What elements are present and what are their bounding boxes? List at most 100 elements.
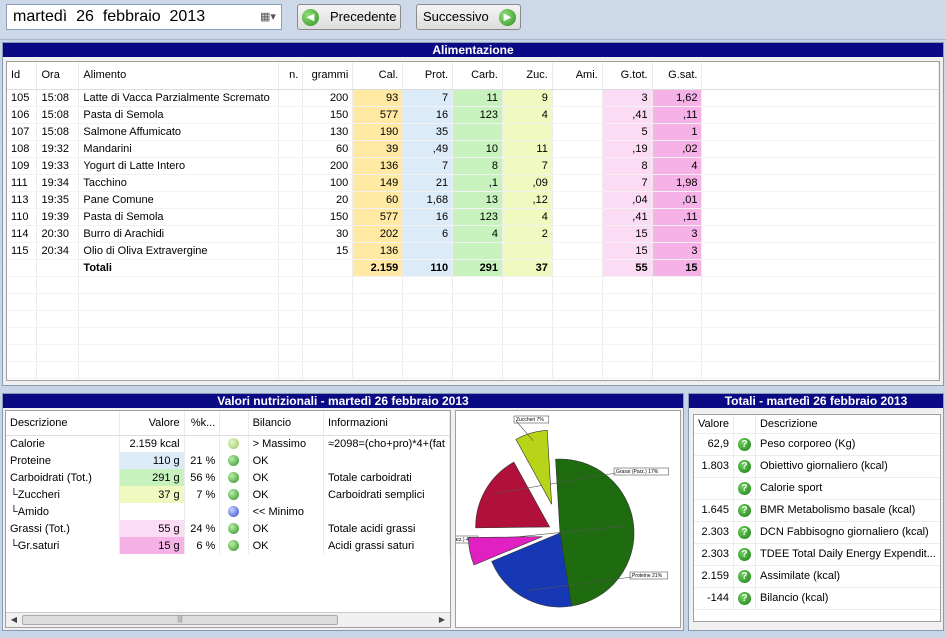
empty-cell xyxy=(452,344,503,362)
table-row[interactable]: 2.303? DCN Fabbisogno giornaliero (kcal) xyxy=(694,521,940,544)
cell-n xyxy=(278,123,304,141)
col-header-valore[interactable]: Valore xyxy=(119,411,185,436)
table-row[interactable]: Calorie 2.159 kcal > Massimo ≈2098=(cho+pro… xyxy=(6,435,450,452)
table-row[interactable]: 2.159? Assimilate (kcal) xyxy=(694,565,940,588)
previous-button[interactable]: ◀ Precedente xyxy=(297,4,401,30)
table-row[interactable]: 115 20:34 Olio di Oliva Extravergine 15 136 1… xyxy=(7,242,939,260)
cell-alimento: Mandarini xyxy=(78,140,280,158)
cell-pct: 6 % xyxy=(184,537,221,554)
col-header-alimento[interactable]: Alimento xyxy=(78,62,280,90)
scroll-left-icon[interactable]: ◀ xyxy=(10,615,18,624)
empty-cell xyxy=(602,293,653,311)
table-row[interactable]: 1.803? Obiettivo giornaliero (kcal) xyxy=(694,455,940,478)
cell-ora: 15:08 xyxy=(36,89,80,107)
table-row[interactable]: 105 15:08 Latte di Vacca Parzialmente Scre… xyxy=(7,89,939,107)
green-question-icon[interactable]: ? xyxy=(737,459,751,473)
col-header-status[interactable] xyxy=(219,411,249,436)
table-row[interactable]: Carboidrati (Tot.) 291 g 56 % OK Totale carb… xyxy=(6,469,450,486)
cell-gtot: ,41 xyxy=(602,106,653,124)
col-header-icon[interactable] xyxy=(733,415,756,434)
empty-cell xyxy=(7,293,38,311)
col-header-bilancio[interactable]: Bilancio xyxy=(248,411,324,436)
green-question-icon[interactable]: ? xyxy=(737,437,751,451)
alimentazione-grid[interactable]: Id Ora Alimento n. grammi Cal. Prot. Carb. Zuc. A… xyxy=(6,61,940,381)
col-header-descrizione[interactable]: Descrizione xyxy=(755,415,940,434)
cell-valore: 2.159 kcal xyxy=(119,435,185,452)
calendar-dropdown-icon[interactable]: ▦▾ xyxy=(260,11,276,23)
table-row[interactable]: 2.303? TDEE Total Daily Energy Expendit..… xyxy=(694,543,940,566)
empty-cell xyxy=(352,344,404,362)
totali-grid[interactable]: Valore Descrizione 62,9? Peso corporeo (Kg… xyxy=(693,414,941,622)
cell-n xyxy=(278,242,304,260)
cell-valore: 2.303 xyxy=(694,521,734,544)
table-row[interactable]: 62,9? Peso corporeo (Kg) xyxy=(694,433,940,456)
table-row[interactable]: 107 15:08 Salmone Affumicato 130 190 35 5 1 xyxy=(7,123,939,141)
empty-cell xyxy=(552,361,603,379)
empty-cell xyxy=(552,310,603,328)
col-header-id[interactable]: Id xyxy=(7,62,38,90)
green-question-icon[interactable]: ? xyxy=(737,481,751,495)
cell-descrizione: Bilancio (kcal) xyxy=(755,587,940,610)
empty-cell xyxy=(7,327,38,345)
green-question-icon[interactable]: ? xyxy=(737,547,751,561)
col-header-filler xyxy=(701,62,939,90)
table-row[interactable]: Grassi (Tot.) 55 g 24 % OK Totale acidi gras… xyxy=(6,520,450,537)
status-dot-icon xyxy=(228,489,240,501)
empty-cell xyxy=(402,361,454,379)
cell-zuc: 7 xyxy=(502,157,553,175)
col-header-valore[interactable]: Valore xyxy=(694,415,734,434)
table-row[interactable]: 111 19:34 Tacchino 100 149 21,1,09 7 1,98 xyxy=(7,174,939,192)
col-header-ora[interactable]: Ora xyxy=(36,62,80,90)
cell-informazioni: ≈2098=(cho+pro)*4+(fat xyxy=(323,435,450,452)
table-row[interactable]: 110 19:39 Pasta di Semola 150 577 16 123 4 ,41,1… xyxy=(7,208,939,226)
cell-filler xyxy=(701,259,939,277)
cell-grammi: 150 xyxy=(302,208,354,226)
empty-cell xyxy=(502,327,553,345)
valori-grid[interactable]: Descrizione Valore %k... Bilancio Informazio… xyxy=(5,410,451,628)
col-header-descrizione[interactable]: Descrizione xyxy=(6,411,120,436)
scroll-thumb[interactable]: ||| xyxy=(22,615,338,625)
col-header-pct[interactable]: %k... xyxy=(184,411,221,436)
total-grammi xyxy=(302,259,354,277)
table-row[interactable]: -144? Bilancio (kcal) xyxy=(694,587,940,610)
scroll-right-icon[interactable]: ▶ xyxy=(438,615,446,624)
col-header-n[interactable]: n. xyxy=(278,62,304,90)
next-button[interactable]: Successivo ▶ xyxy=(416,4,521,30)
col-header-cal[interactable]: Cal. xyxy=(352,62,404,90)
date-picker[interactable]: martedì 26 febbraio 2013 ▦▾ xyxy=(6,4,282,30)
horizontal-scrollbar[interactable]: ◀ ||| ▶ xyxy=(6,612,450,627)
col-header-carb[interactable]: Carb. xyxy=(452,62,503,90)
table-row[interactable]: 1.645? BMR Metabolismo basale (kcal) xyxy=(694,499,940,522)
col-header-zuc[interactable]: Zuc. xyxy=(502,62,553,90)
col-header-ami[interactable]: Ami. xyxy=(552,62,603,90)
empty-cell xyxy=(502,361,553,379)
col-header-gsat[interactable]: G.sat. xyxy=(652,62,703,90)
table-row[interactable]: 109 19:33 Yogurt di Latte Intero 200 136 7 8 7 8… xyxy=(7,157,939,175)
cell-valore: 2.159 xyxy=(694,565,734,588)
cell-bilancio: OK xyxy=(248,537,324,554)
table-row[interactable]: ? Calorie sport xyxy=(694,477,940,500)
col-header-prot[interactable]: Prot. xyxy=(402,62,454,90)
table-row[interactable]: └Amido << Minimo xyxy=(6,503,450,520)
cell-ami xyxy=(552,242,603,260)
table-row[interactable]: Proteine 110 g 21 % OK xyxy=(6,452,450,469)
pie-label-box xyxy=(629,571,668,580)
cell-prot: 16 xyxy=(402,106,454,124)
table-row[interactable]: 113 19:35 Pane Comune 20 60 1,68 13,12 ,04,01 xyxy=(7,191,939,209)
table-row[interactable]: 106 15:08 Pasta di Semola 150 577 16 123 4 ,41,1… xyxy=(7,106,939,124)
col-header-informazioni[interactable]: Informazioni xyxy=(323,411,450,436)
green-question-icon[interactable]: ? xyxy=(737,591,751,605)
empty-cell xyxy=(452,310,503,328)
col-header-gtot[interactable]: G.tot. xyxy=(602,62,653,90)
total-id xyxy=(7,259,38,277)
green-question-icon[interactable]: ? xyxy=(737,503,751,517)
col-header-grammi[interactable]: grammi xyxy=(302,62,354,90)
cell-carb: ,1 xyxy=(452,174,503,192)
cell-informazioni: Carboidrati semplici xyxy=(323,486,450,503)
green-question-icon[interactable]: ? xyxy=(737,525,751,539)
table-row[interactable]: 108 19:32 Mandarini 60 39,49 10 11 ,19,02 xyxy=(7,140,939,158)
green-question-icon[interactable]: ? xyxy=(737,569,751,583)
table-row[interactable]: 114 20:30 Burro di Arachidi 30 202 6 4 2 15 3 xyxy=(7,225,939,243)
